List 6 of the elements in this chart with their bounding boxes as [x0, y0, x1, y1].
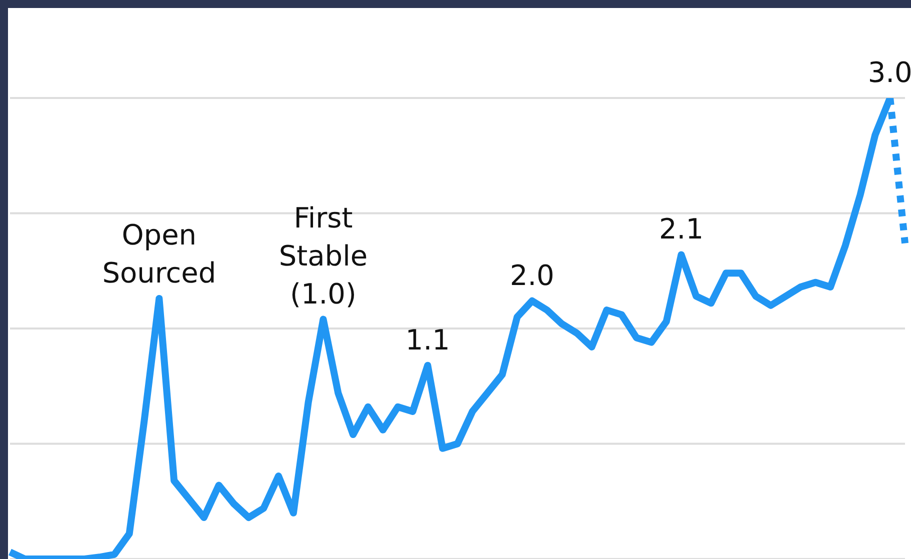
annotation: First Stable (1.0) — [278, 201, 368, 310]
annotation: Open Sourced — [102, 218, 216, 290]
annotation: 2.0 — [510, 258, 554, 292]
annotation: 1.1 — [405, 323, 450, 356]
annotation: 3.0 — [868, 56, 911, 89]
annotation: 2.1 — [658, 212, 704, 246]
